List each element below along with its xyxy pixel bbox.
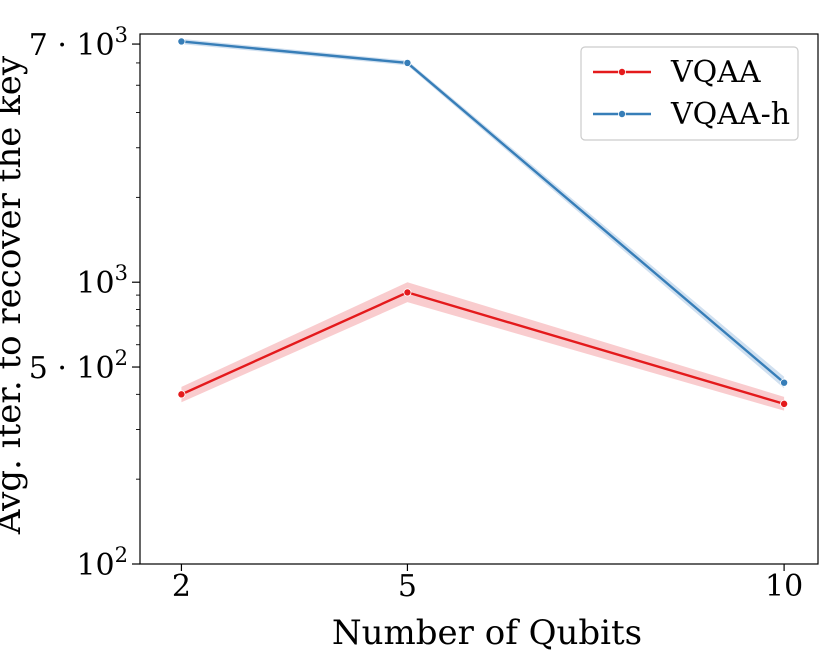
confidence-bands: [181, 38, 785, 411]
y-axis-ticks: 102 5 · 102 103 7 · 103: [29, 23, 140, 583]
legend-marker: [618, 68, 627, 77]
y-tick-label: 5 · 102: [29, 346, 128, 386]
y-tick-label: 103: [76, 261, 128, 301]
x-tick-label: 2: [172, 569, 191, 604]
point-vqaa: [177, 390, 186, 399]
y-tick-label: 102: [76, 543, 128, 583]
x-tick-label: 5: [398, 569, 417, 604]
legend-label: VQAA: [670, 55, 761, 90]
plot-frame: [139, 33, 819, 565]
point-vqaa-h: [403, 58, 412, 67]
point-vqaa-h: [177, 37, 186, 46]
x-axis-label: Number of Qubits: [332, 613, 642, 653]
series-points: [177, 37, 789, 408]
legend-box: [580, 46, 799, 141]
legend-label: VQAA-h: [670, 97, 790, 132]
x-tick-label: 10: [765, 569, 803, 604]
band-vqaa: [181, 282, 785, 411]
legend: VQAA VQAA-h: [580, 46, 799, 141]
x-axis-ticks: 2 5 10: [172, 564, 803, 604]
point-vqaa-h: [780, 378, 789, 387]
y-axis-label: Avg. iter. to recover the key: [0, 55, 29, 535]
y-tick-label: 7 · 103: [29, 23, 128, 63]
point-vqaa: [403, 288, 412, 297]
legend-marker: [618, 110, 627, 119]
point-vqaa: [780, 399, 789, 408]
